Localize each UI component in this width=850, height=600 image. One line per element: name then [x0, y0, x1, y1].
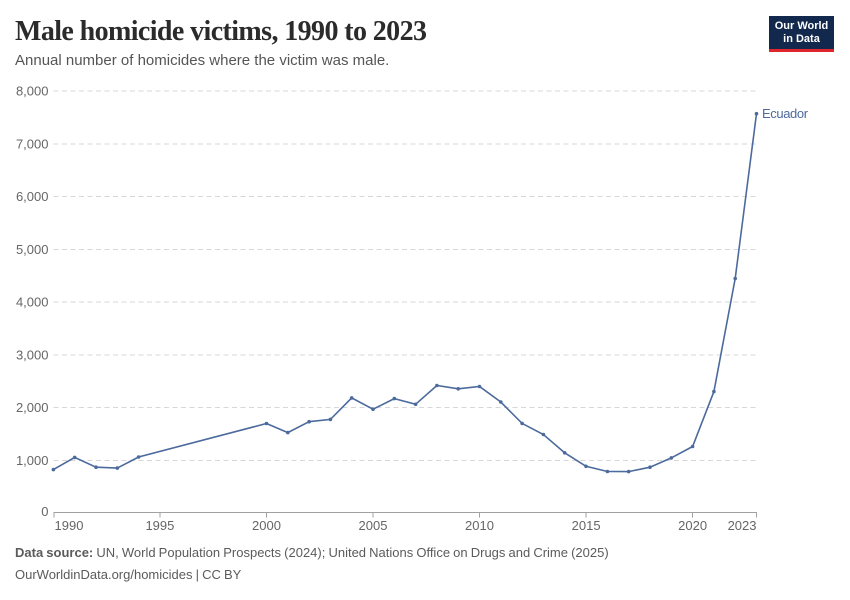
svg-text:1990: 1990: [55, 518, 84, 533]
svg-text:2,000: 2,000: [16, 400, 49, 415]
svg-text:2005: 2005: [359, 518, 388, 533]
svg-text:4,000: 4,000: [16, 295, 49, 310]
svg-text:3,000: 3,000: [16, 347, 49, 362]
svg-text:2015: 2015: [572, 518, 601, 533]
svg-text:1,000: 1,000: [16, 453, 49, 468]
svg-text:1995: 1995: [145, 518, 174, 533]
svg-text:8,000: 8,000: [16, 84, 49, 99]
svg-text:6,000: 6,000: [16, 189, 49, 204]
svg-text:7,000: 7,000: [16, 136, 49, 151]
svg-text:2000: 2000: [252, 518, 281, 533]
svg-text:Ecuador: Ecuador: [762, 106, 809, 121]
svg-text:5,000: 5,000: [16, 242, 49, 257]
svg-text:2020: 2020: [678, 518, 707, 533]
svg-text:2010: 2010: [465, 518, 494, 533]
svg-text:2023: 2023: [728, 518, 757, 533]
svg-text:0: 0: [41, 504, 48, 519]
